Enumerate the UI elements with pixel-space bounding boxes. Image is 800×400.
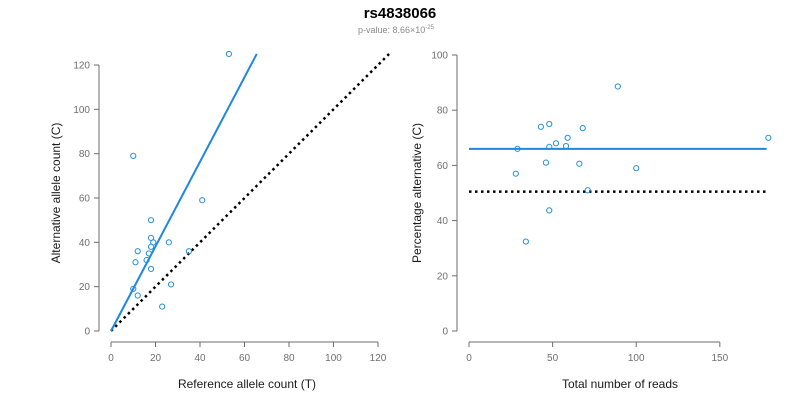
right-data-point [542,159,550,166]
right-y-tick-label: 60 [437,161,449,172]
left-data-point [145,250,152,257]
left-x-tick-label: 60 [239,353,251,364]
right-y-axis-title: Percentage alternative (C) [410,123,424,263]
left-data-point [143,256,150,264]
right-data-point [576,160,583,167]
left-data-point [159,303,166,310]
right-data-point [514,145,521,152]
right-data-point [546,207,553,214]
left-data-point [130,285,137,292]
right-data-point [584,187,591,194]
left-data-point [185,248,192,255]
right-panel: Total number of reads Percentage alterna… [410,51,772,391]
right-data-point [614,83,621,90]
left-data-point [167,281,175,288]
right-data-point [579,125,586,132]
left-y-axis-title: Alternative allele count (C) [49,123,63,264]
left-data-point [225,50,233,58]
left-y-tick-label: 120 [73,61,90,72]
right-data-point [765,134,772,141]
right-data-point [546,143,553,151]
left-data-point [147,217,155,224]
chart-title: rs4838066 [364,5,437,22]
left-data-point [147,265,155,273]
left-x-tick-label: 0 [108,353,114,364]
left-x-tick-label: 20 [150,353,162,364]
right-data-point [546,120,553,128]
left-data-point [130,152,137,159]
left-y-tick-label: 20 [79,282,91,293]
left-x-tick-label: 80 [283,353,295,364]
left-data-point [165,239,172,246]
left-x-tick-label: 40 [194,353,206,364]
left-y-tick-label: 60 [79,194,91,205]
right-x-tick-label: 150 [711,353,728,364]
right-x-tick-label: 100 [628,353,645,364]
left-y-tick-label: 40 [79,238,91,249]
left-reference-line [110,53,391,332]
left-fit-line [110,53,258,332]
left-x-axis-title: Reference allele count (T) [178,377,316,391]
left-y-tick-label: 0 [84,327,90,338]
right-y-tick-label: 40 [437,216,449,227]
left-data-point [134,292,141,299]
left-panel: Reference allele count (T) Alternative a… [49,50,391,391]
right-y-tick-label: 0 [442,327,448,338]
right-data-point [564,134,571,141]
left-data-point [134,248,141,255]
right-y-tick-label: 20 [437,271,449,282]
left-data-point [147,243,155,250]
right-data-point [552,140,560,147]
left-x-tick-label: 120 [370,353,387,364]
right-x-tick-label: 50 [547,353,559,364]
left-y-tick-label: 100 [73,105,90,116]
right-y-tick-label: 100 [431,51,448,62]
left-data-point [132,259,139,266]
p-value-text: p-value: 8.66×10 [358,25,425,35]
left-x-tick-label: 100 [325,353,342,364]
right-data-point [633,165,640,172]
p-value-exponent: -25 [425,25,434,31]
left-y-tick-label: 80 [79,149,91,160]
chart-subtitle: p-value: 8.66×10-25 [358,25,435,35]
right-x-tick-label: 0 [466,353,472,364]
left-data-point [199,197,206,204]
right-data-point [562,142,570,150]
right-y-tick-label: 80 [437,106,449,117]
right-data-point [512,170,519,177]
right-x-axis-title: Total number of reads [562,377,678,391]
right-data-point [522,238,529,245]
right-data-point [537,123,545,130]
